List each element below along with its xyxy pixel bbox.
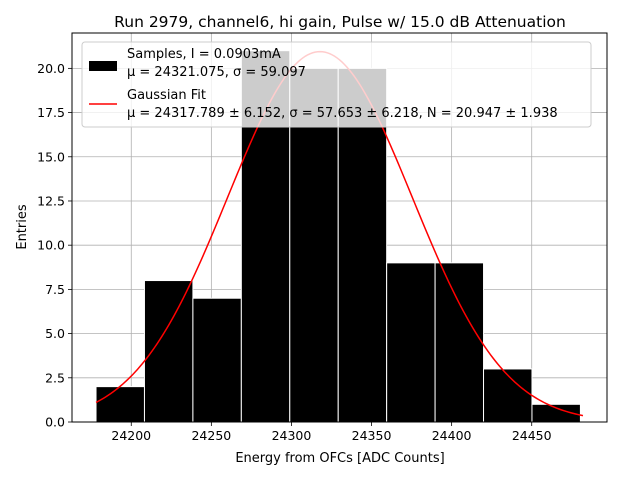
histogram-bar [483,368,533,423]
histogram-bar [95,386,145,423]
y-tick-label: 10.0 [37,238,65,253]
legend-fit-stats: μ = 24317.789 ± 6.152, σ = 57.653 ± 6.21… [127,106,558,121]
legend-samples-stats: μ = 24321.075, σ = 59.097 [127,65,306,80]
y-tick-label: 20.0 [37,61,65,76]
plot-frame [71,32,608,423]
y-tick-label: 2.5 [45,370,65,385]
y-axis-ticks: 0.0 2.5 5.0 7.5 10.0 12.5 15.0 17.5 20.0 [37,61,72,430]
x-tick-label: 24400 [432,428,472,443]
histogram-bar [434,262,485,423]
histogram-bar [192,297,242,423]
y-axis-label: Entries [15,204,30,250]
y-tick-label: 12.5 [37,193,65,208]
y-tick-label: 17.5 [37,105,65,120]
y-tick-label: 15.0 [37,149,65,164]
legend-fit-label: Gaussian Fit [127,88,206,103]
x-tick-label: 24450 [512,428,552,443]
legend-box [81,41,592,128]
x-axis-ticks: 24200 24250 24300 24350 24400 24450 [111,422,552,443]
x-tick-label: 24250 [191,428,231,443]
y-tick-label: 7.5 [45,282,65,297]
legend-samples-label: Samples, I = 0.0903mA [127,47,281,62]
x-axis-label: Energy from OFCs [ADC Counts] [235,451,444,466]
legend: Samples, I = 0.0903mA μ = 24321.075, σ =… [81,41,592,128]
x-tick-label: 24200 [111,428,151,443]
histogram-bar [386,262,436,423]
x-tick-label: 24350 [352,428,392,443]
y-tick-label: 5.0 [45,326,65,341]
legend-samples-swatch [89,61,117,71]
chart-title: Run 2979, channel6, hi gain, Pulse w/ 15… [114,13,566,31]
y-tick-label: 0.0 [45,415,65,430]
x-tick-label: 24300 [272,428,312,443]
